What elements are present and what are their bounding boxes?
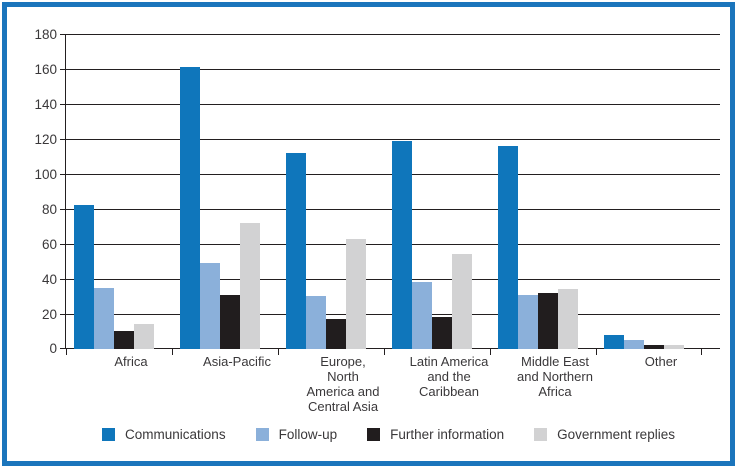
bar-government-replies bbox=[240, 223, 260, 349]
y-tick-label-180: 180 bbox=[34, 27, 57, 42]
bar-government-replies bbox=[346, 239, 366, 349]
bar-communications bbox=[286, 153, 306, 349]
bar-communications bbox=[604, 335, 624, 349]
bar-group-2 bbox=[172, 34, 278, 349]
x-axis-label-6: Other bbox=[644, 354, 678, 369]
legend-swatch-icon bbox=[102, 428, 116, 441]
bar-government-replies bbox=[452, 254, 472, 349]
y-tick-label-140: 140 bbox=[34, 97, 57, 112]
x-tick-4 bbox=[490, 349, 491, 355]
bar-follow-up bbox=[624, 340, 644, 349]
bar-further-information bbox=[220, 295, 240, 349]
legend: Communications Follow-up Further informati… bbox=[7, 427, 730, 442]
y-tick-label-60: 60 bbox=[41, 237, 57, 252]
bar-further-information bbox=[644, 345, 664, 349]
y-tick-label-100: 100 bbox=[34, 167, 57, 182]
legend-item-further-information: Further information bbox=[367, 427, 504, 442]
bar-follow-up bbox=[518, 295, 538, 349]
y-tick-label-120: 120 bbox=[34, 132, 57, 147]
legend-label: Government replies bbox=[557, 427, 675, 442]
y-tick-label-160: 160 bbox=[34, 62, 57, 77]
y-tick-label-40: 40 bbox=[41, 272, 57, 287]
bar-group-1 bbox=[66, 34, 172, 349]
bar-follow-up bbox=[94, 288, 114, 349]
bar-communications bbox=[498, 146, 518, 349]
legend-item-communications: Communications bbox=[102, 427, 226, 442]
plot-area bbox=[60, 34, 720, 355]
x-axis-labels: Africa Asia-Pacific Europe, North America … bbox=[78, 354, 714, 414]
bar-communications bbox=[180, 67, 200, 349]
x-tick-5 bbox=[596, 349, 597, 355]
bar-follow-up bbox=[412, 282, 432, 349]
x-tick-3 bbox=[384, 349, 385, 355]
bar-government-replies bbox=[558, 289, 578, 349]
bar-government-replies bbox=[134, 324, 154, 349]
x-tick-6 bbox=[701, 349, 702, 355]
x-axis-label-3: Europe, North America and Central Asia bbox=[306, 354, 380, 414]
x-axis-label-5: Middle East and Northern Africa bbox=[517, 354, 593, 399]
x-tick-2 bbox=[278, 349, 279, 355]
gridline-y-120 bbox=[60, 139, 720, 140]
plot-row: 0 20 40 60 80 100 120 140 160 180 bbox=[20, 27, 730, 356]
x-axis-label-4: Latin America and the Caribbean bbox=[409, 354, 489, 399]
gridline-y-60 bbox=[60, 244, 720, 245]
bar-chart: 0 20 40 60 80 100 120 140 160 180 Africa Asia-Paci… bbox=[7, 7, 730, 442]
bar-follow-up bbox=[200, 263, 220, 349]
bar-further-information bbox=[114, 331, 134, 349]
y-tick-label-0: 0 bbox=[49, 341, 57, 356]
legend-label: Communications bbox=[125, 427, 226, 442]
y-axis: 0 20 40 60 80 100 120 140 160 180 bbox=[20, 27, 65, 356]
y-tick-label-80: 80 bbox=[41, 202, 57, 217]
gridline-y-0 bbox=[60, 348, 720, 349]
legend-swatch-icon bbox=[255, 428, 269, 441]
legend-item-follow-up: Follow-up bbox=[255, 427, 338, 442]
y-tick-label-20: 20 bbox=[41, 307, 57, 322]
legend-item-government-replies: Government replies bbox=[534, 427, 675, 442]
bar-government-replies bbox=[664, 345, 684, 349]
gridline-y-180 bbox=[60, 34, 720, 35]
x-tick-0 bbox=[66, 349, 67, 355]
x-axis-label-1: Africa bbox=[114, 354, 148, 369]
gridline-y-100 bbox=[60, 174, 720, 175]
bar-further-information bbox=[432, 317, 452, 349]
bar-further-information bbox=[326, 319, 346, 349]
bar-group-3 bbox=[278, 34, 384, 349]
legend-label: Follow-up bbox=[278, 427, 338, 442]
bar-communications bbox=[392, 141, 412, 349]
bar-further-information bbox=[538, 293, 558, 349]
bar-group-6 bbox=[596, 34, 702, 349]
gridline-y-80 bbox=[60, 209, 720, 210]
legend-label: Further information bbox=[390, 427, 505, 442]
gridline-y-40 bbox=[60, 279, 720, 280]
gridline-y-20 bbox=[60, 314, 720, 315]
legend-swatch-icon bbox=[367, 428, 381, 441]
gridline-y-160 bbox=[60, 69, 720, 70]
gridline-y-140 bbox=[60, 104, 720, 105]
bar-follow-up bbox=[306, 296, 326, 349]
bar-communications bbox=[74, 205, 94, 349]
x-axis-label-2: Asia-Pacific bbox=[203, 354, 271, 369]
bar-groups bbox=[66, 34, 702, 349]
legend-swatch-icon bbox=[534, 428, 548, 441]
bar-group-5 bbox=[490, 34, 596, 349]
bar-group-4 bbox=[384, 34, 490, 349]
x-tick-1 bbox=[172, 349, 173, 355]
